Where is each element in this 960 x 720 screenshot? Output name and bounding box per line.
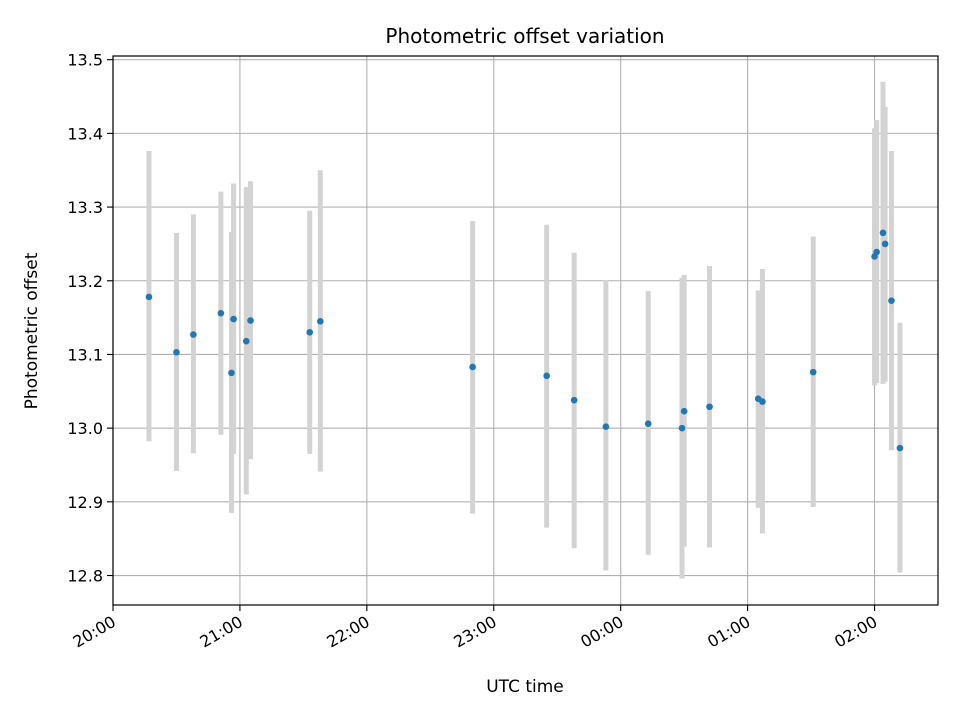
y-tick-label: 12.8 (67, 567, 103, 586)
data-point (879, 229, 887, 237)
data-points (145, 229, 904, 452)
data-point (602, 423, 610, 430)
data-point (217, 309, 225, 317)
data-point (809, 368, 817, 376)
y-tick-label: 13.3 (67, 198, 103, 217)
plot-frame (112, 55, 939, 606)
data-point (644, 420, 652, 428)
data-point (190, 331, 197, 338)
data-point (759, 398, 766, 405)
data-point (230, 315, 237, 323)
data-point (881, 240, 889, 248)
data-point (706, 403, 713, 411)
data-point (570, 396, 578, 404)
data-point (247, 317, 254, 324)
y-tick-label: 13.2 (67, 272, 103, 291)
y-tick-label: 13.5 (67, 51, 103, 70)
data-point (145, 293, 153, 301)
data-point (317, 317, 324, 325)
chart-title: Photometric offset variation (385, 24, 664, 48)
y-axis-ticks: 12.8 12.9 13.0 13.1 13.2 13.3 13.4 13.5 (67, 51, 113, 586)
y-tick-label: 13.4 (67, 124, 103, 143)
data-point (469, 363, 476, 371)
y-tick-label: 13.1 (67, 345, 103, 364)
y-axis-label: Photometric offset (22, 252, 42, 409)
data-point (680, 407, 688, 415)
data-point (678, 424, 686, 432)
data-point (896, 444, 904, 452)
data-point (173, 348, 180, 356)
data-point (873, 248, 880, 256)
x-axis-label: UTC time (486, 677, 564, 697)
data-point (242, 337, 250, 345)
y-tick-label: 13.0 (67, 419, 103, 438)
y-tick-label: 12.9 (67, 493, 103, 512)
data-point (543, 372, 550, 380)
data-point (228, 369, 235, 377)
data-point (306, 329, 314, 336)
data-point (888, 297, 895, 304)
